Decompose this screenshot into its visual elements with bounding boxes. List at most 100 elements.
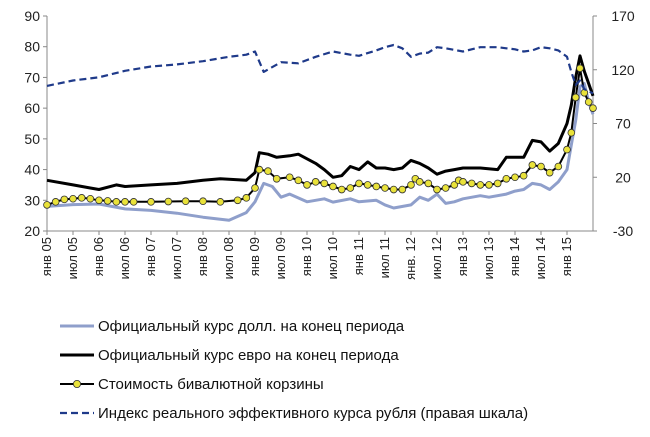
legend-swatch-marker — [73, 379, 82, 388]
x-axis-tick-label: июл 13 — [481, 237, 496, 279]
series-point-marker — [60, 195, 69, 204]
legend-label-2: Официальный курс евро на конец периода — [98, 347, 399, 364]
series-point-marker — [424, 179, 433, 188]
series-point-marker — [233, 196, 242, 205]
series-line-2 — [46, 54, 595, 191]
legend-label-1: Официальный курс долл. на конец периода — [98, 318, 405, 335]
series-point-marker — [545, 168, 554, 177]
x-axis-tick-labels: янв 05 июл 05 янв 06 июл 06 янв 07 июл 07 янв … — [39, 237, 574, 280]
series-point-marker — [511, 173, 519, 182]
series-point-marker — [242, 194, 251, 202]
right-axis-tick-label: 170 — [611, 8, 635, 24]
series-point-marker — [346, 184, 355, 192]
series-line-4 — [46, 43, 594, 95]
series-point-marker — [51, 198, 60, 206]
series-point-marker — [164, 197, 173, 206]
right-axis-tick-label: 20 — [615, 169, 631, 185]
left-axis-tick-label: 30 — [24, 192, 40, 208]
right-axis-tick-label: 70 — [615, 116, 631, 132]
x-axis-tick-label: июл 07 — [169, 237, 184, 279]
x-axis-tick-label: июл 11 — [377, 237, 392, 278]
x-axis-tick-label: июл 09 — [273, 237, 288, 279]
series-point-marker — [563, 145, 571, 154]
x-axis-tick-label: июл 08 — [221, 237, 236, 279]
right-axis-tick-labels: -30 20 70 120 170 — [611, 8, 635, 239]
series-point-marker — [433, 185, 441, 194]
x-axis-tick-label: июл 14 — [533, 237, 548, 279]
series-point-marker — [69, 194, 77, 203]
series-point-marker — [502, 174, 511, 183]
x-axis-tick-label: янв 08 — [195, 237, 210, 276]
series-point-marker — [415, 178, 424, 186]
series-point-marker — [294, 176, 303, 185]
series-point-marker — [147, 198, 155, 206]
series-point-marker — [519, 171, 528, 180]
series-point-marker — [580, 88, 589, 97]
series-point-marker — [95, 196, 103, 205]
series-point-marker — [389, 185, 398, 194]
left-axis-tick-label: 90 — [24, 8, 40, 24]
series-point-marker — [355, 179, 363, 188]
series-point-marker — [216, 198, 225, 206]
legend-label-4: Индекс реального эффективного курса рубл… — [98, 405, 528, 422]
left-axis-tick-label: 40 — [24, 162, 40, 178]
series-point-marker — [112, 198, 121, 206]
series-point-marker — [398, 185, 407, 194]
series-point-marker — [554, 162, 563, 171]
series-point-marker — [584, 98, 593, 106]
series-point-marker — [528, 161, 537, 169]
series-point-marker — [537, 162, 545, 171]
series-point-marker — [86, 194, 95, 203]
series-point-marker — [329, 182, 337, 191]
x-axis-tick-label: янв 09 — [247, 237, 262, 276]
series-point-marker — [121, 198, 129, 206]
series-point-marker — [103, 197, 112, 205]
series-line-3 — [46, 67, 594, 206]
x-axis-tick-label: июл 10 — [325, 237, 340, 279]
series-point-marker — [337, 185, 346, 194]
series-point-marker — [251, 184, 259, 192]
right-axis-tick-label: 120 — [611, 62, 635, 78]
series-point-marker — [567, 128, 576, 137]
series-point-marker — [255, 165, 264, 174]
series-point-marker — [450, 181, 459, 189]
x-axis-tick-label: янв 13 — [455, 237, 470, 276]
plot-axes — [43, 15, 597, 235]
series-point-marker — [320, 179, 329, 188]
right-axis-tick-label: -30 — [613, 223, 633, 239]
x-axis-tick-label: янв. 12 — [403, 237, 418, 280]
left-axis-tick-label: 80 — [24, 39, 40, 55]
legend-label-3: Стоимость бивалютной корзины — [98, 376, 324, 393]
series-line-1 — [46, 82, 595, 222]
series-point-marker — [485, 181, 493, 189]
series-point-marker — [311, 178, 320, 186]
legend: Официальный курс долл. на конец периода О… — [60, 318, 528, 422]
plot-series — [43, 43, 597, 222]
series-point-marker — [576, 64, 584, 73]
left-axis-tick-label: 70 — [24, 69, 40, 85]
x-axis-tick-label: июл 05 — [65, 237, 80, 279]
series-point-marker — [476, 181, 485, 189]
series-point-marker — [493, 179, 502, 188]
left-axis-tick-label: 20 — [24, 223, 40, 239]
series-point-marker — [181, 197, 190, 206]
series-point-marker — [589, 104, 597, 112]
left-axis-tick-labels: 20 30 40 50 60 70 80 90 — [24, 8, 40, 239]
x-axis-tick-label: янв 10 — [299, 237, 314, 276]
x-axis-tick-label: июл 12 — [429, 237, 444, 279]
series-point-marker — [264, 167, 272, 175]
x-axis-tick-label: июл 06 — [117, 237, 132, 279]
x-axis-tick-label: янв 06 — [91, 237, 106, 276]
series-point-marker — [372, 182, 381, 191]
series-point-marker — [363, 181, 372, 189]
x-axis-tick-label: янв 05 — [39, 237, 54, 276]
series-point-marker — [303, 181, 311, 189]
series-point-marker — [285, 173, 294, 182]
series-point-marker — [407, 181, 415, 189]
series-point-marker — [381, 184, 389, 192]
x-axis-tick-label: янв 15 — [559, 237, 574, 276]
x-axis-tick-label: янв 11 — [351, 237, 366, 275]
left-axis-tick-label: 60 — [24, 100, 40, 116]
left-axis-tick-label: 50 — [24, 131, 40, 147]
